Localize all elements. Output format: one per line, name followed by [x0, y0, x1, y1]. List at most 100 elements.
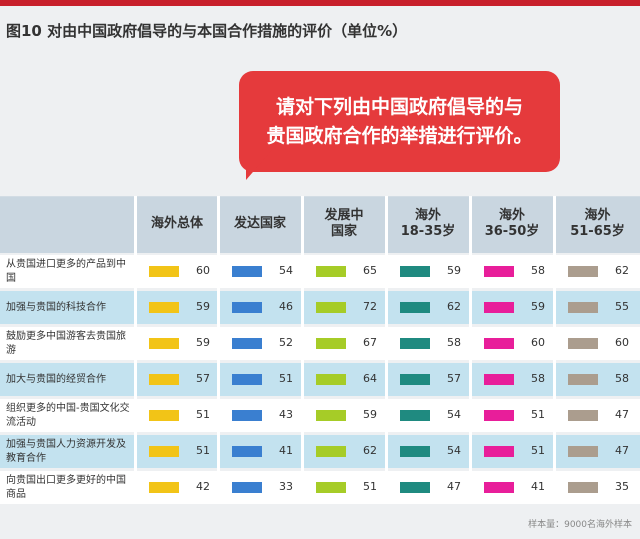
data-label: 59: [531, 300, 545, 313]
speech-bubble: [239, 71, 560, 172]
bubble-line-1: 请对下列由中国政府倡导的与: [275, 95, 523, 118]
data-label: 59: [196, 300, 210, 313]
data-label: 65: [363, 264, 377, 277]
row-label: 鼓励更多中国游客去贵国旅游: [6, 330, 126, 356]
data-label: 54: [279, 264, 293, 277]
data-label: 57: [447, 372, 461, 385]
value-swatch: [149, 410, 179, 421]
column-separator: [134, 196, 137, 497]
value-swatch: [568, 266, 598, 277]
bubble-line-2: 贵国政府合作的举措进行评价。: [266, 124, 533, 147]
column-header: 海外 18-35岁: [400, 208, 456, 239]
value-swatch: [484, 302, 514, 313]
data-label: 62: [615, 264, 629, 277]
value-swatch: [149, 266, 179, 277]
value-swatch: [568, 482, 598, 493]
data-label: 58: [615, 372, 629, 385]
value-swatch: [484, 374, 514, 385]
column-separator: [301, 196, 304, 497]
top-accent-bar: [0, 0, 640, 6]
data-label: 43: [279, 408, 293, 421]
page-title: 图10 对由中国政府倡导的与本国合作措施的评价（单位%）: [6, 22, 408, 40]
column-separator: [217, 196, 220, 497]
value-swatch: [316, 410, 346, 421]
data-label: 72: [363, 300, 377, 313]
value-swatch: [484, 482, 514, 493]
data-label: 67: [363, 336, 377, 349]
data-label: 58: [531, 372, 545, 385]
value-swatch: [400, 446, 430, 457]
data-label: 62: [363, 444, 377, 457]
column-separator: [385, 196, 388, 497]
value-swatch: [149, 482, 179, 493]
value-swatch: [484, 446, 514, 457]
data-label: 59: [447, 264, 461, 277]
column-header: 海外 51-65岁: [570, 208, 625, 239]
value-swatch: [149, 446, 179, 457]
data-label: 33: [279, 480, 293, 493]
row-label: 加强与贵国人力资源开发及教育合作: [6, 438, 126, 464]
data-label: 47: [447, 480, 461, 493]
column-header: 海外 36-50岁: [484, 208, 540, 239]
data-label: 59: [196, 336, 210, 349]
data-label: 59: [363, 408, 377, 421]
data-label: 52: [279, 336, 293, 349]
value-swatch: [232, 302, 262, 313]
value-swatch: [484, 410, 514, 421]
data-label: 41: [531, 480, 545, 493]
value-swatch: [400, 302, 430, 313]
row-label: 组织更多的中国-贵国文化交流活动: [6, 402, 130, 428]
value-swatch: [400, 266, 430, 277]
value-swatch: [232, 266, 262, 277]
value-swatch: [316, 374, 346, 385]
data-label: 58: [531, 264, 545, 277]
data-label: 51: [196, 444, 210, 457]
data-label: 47: [615, 408, 629, 421]
data-label: 60: [196, 264, 210, 277]
value-swatch: [232, 482, 262, 493]
value-swatch: [316, 482, 346, 493]
value-swatch: [400, 410, 430, 421]
value-swatch: [568, 446, 598, 457]
value-swatch: [400, 374, 430, 385]
data-label: 57: [196, 372, 210, 385]
column-header: 发展中 国家: [324, 208, 364, 239]
data-label: 51: [196, 408, 210, 421]
speech-bubble-tail: [246, 150, 272, 180]
value-swatch: [568, 302, 598, 313]
value-swatch: [400, 338, 430, 349]
sample-size-note: 样本量：9000名海外样本: [528, 520, 632, 530]
value-swatch: [232, 446, 262, 457]
data-label: 46: [279, 300, 293, 313]
data-label: 41: [279, 444, 293, 457]
data-label: 64: [363, 372, 377, 385]
value-swatch: [149, 374, 179, 385]
data-label: 58: [447, 336, 461, 349]
value-swatch: [232, 338, 262, 349]
data-label: 62: [447, 300, 461, 313]
value-swatch: [484, 338, 514, 349]
value-swatch: [568, 410, 598, 421]
data-label: 35: [615, 480, 629, 493]
value-swatch: [232, 374, 262, 385]
row-label: 向贵国出口更多更好的中国商品: [6, 474, 126, 500]
value-swatch: [484, 266, 514, 277]
data-label: 60: [531, 336, 545, 349]
row-label: 加大与贵国的经贸合作: [6, 373, 106, 385]
value-swatch: [568, 374, 598, 385]
table-header: [0, 196, 640, 253]
data-label: 55: [615, 300, 629, 313]
value-swatch: [568, 338, 598, 349]
data-label: 54: [447, 444, 461, 457]
data-label: 51: [531, 408, 545, 421]
value-swatch: [316, 266, 346, 277]
value-swatch: [232, 410, 262, 421]
value-swatch: [400, 482, 430, 493]
column-separator: [469, 196, 472, 497]
column-header: 发达国家: [233, 216, 286, 231]
data-label: 54: [447, 408, 461, 421]
data-label: 47: [615, 444, 629, 457]
data-label: 51: [363, 480, 377, 493]
row-label: 从贵国进口更多的产品到中国: [6, 258, 126, 284]
data-label: 60: [615, 336, 629, 349]
